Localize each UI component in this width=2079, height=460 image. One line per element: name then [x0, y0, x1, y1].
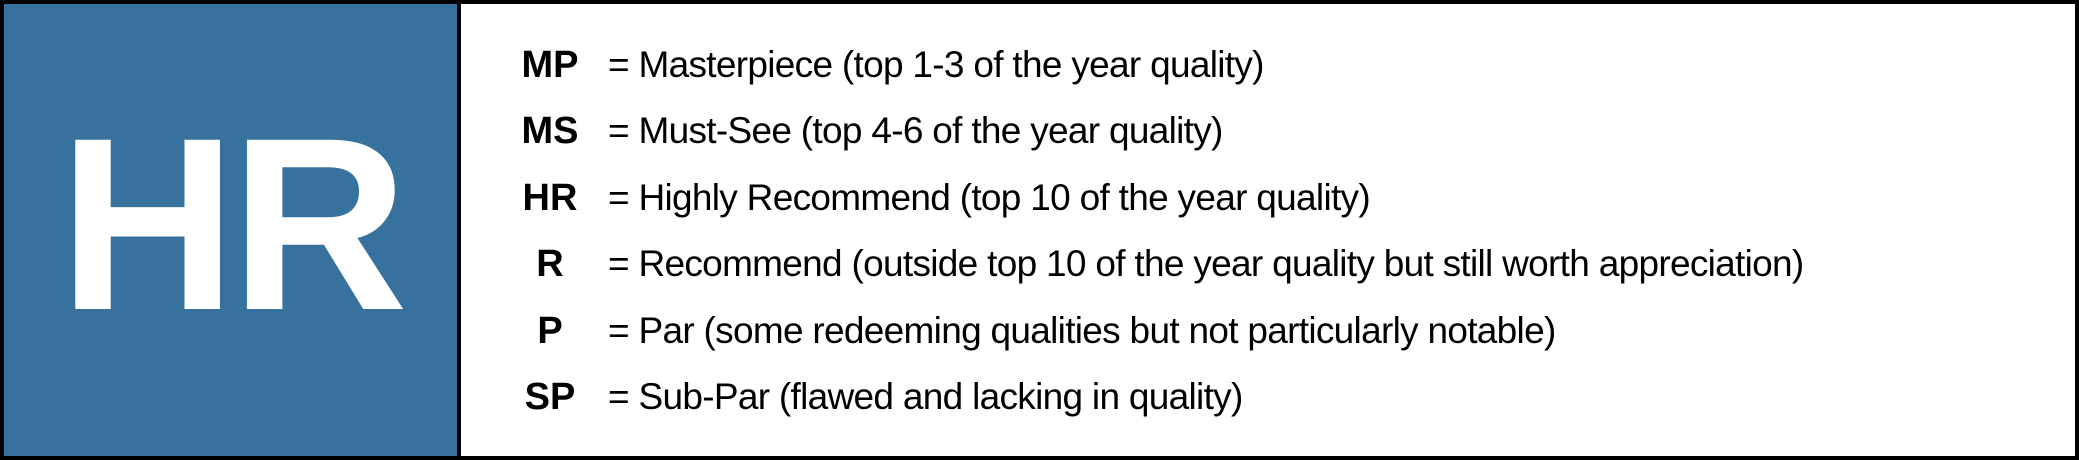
legend-desc: = Sub-Par (flawed and lacking in quality… — [608, 376, 1243, 417]
legend-abbr: MP — [521, 44, 579, 86]
legend-abbr: HR — [522, 177, 578, 219]
legend-abbr: SP — [524, 376, 576, 418]
legend-abbr: P — [537, 310, 563, 352]
legend-abbr: MS — [521, 110, 579, 152]
rating-badge: HR — [4, 4, 461, 456]
legend-desc: = Must-See (top 4-6 of the year quality) — [608, 110, 1223, 151]
legend-desc: = Recommend (outside top 10 of the year … — [608, 243, 1804, 284]
legend-desc: = Par (some redeeming qualities but not … — [608, 310, 1556, 351]
rating-legend-card: HR MP = Masterpiece (top 1-3 of the year… — [4, 4, 2075, 456]
rating-badge-label: HR — [58, 87, 408, 362]
legend-desc: = Highly Recommend (top 10 of the year q… — [608, 177, 1371, 218]
legend-abbr: R — [536, 243, 564, 285]
legend-desc: = Masterpiece (top 1-3 of the year quali… — [608, 44, 1264, 85]
